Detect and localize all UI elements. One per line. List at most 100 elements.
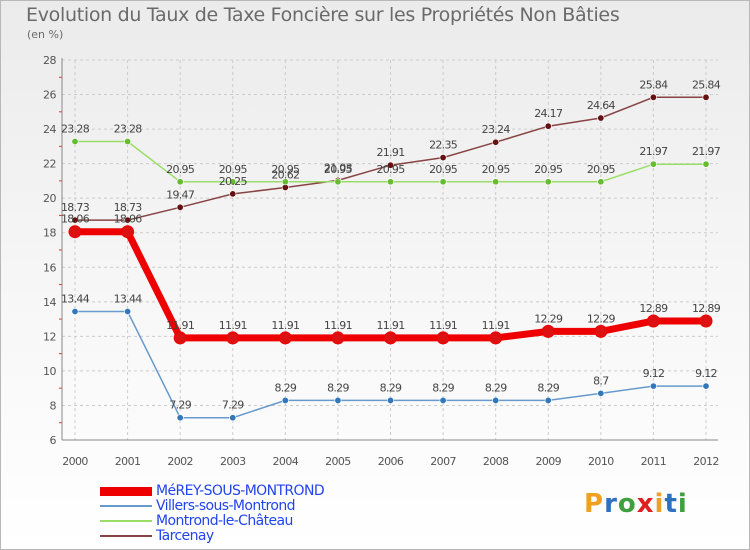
data-label: 8.29 [380, 381, 402, 394]
data-point [597, 389, 605, 397]
y-tick-label: 8 [50, 399, 57, 412]
data-point [439, 396, 447, 404]
data-point [334, 178, 342, 186]
data-point [386, 178, 394, 186]
legend-item-villers: Villers-sous-Montrond [100, 498, 400, 514]
data-label: 8.29 [274, 381, 296, 394]
y-tick-label: 6 [50, 434, 57, 447]
legend-swatch [100, 505, 152, 507]
data-point [702, 382, 710, 390]
logo-letter: i [677, 489, 688, 519]
data-point [281, 178, 289, 186]
data-label: 22.35 [429, 139, 458, 152]
data-point [71, 307, 79, 315]
x-tick-label: 2004 [273, 455, 299, 468]
data-point [124, 138, 132, 146]
data-point [229, 178, 237, 186]
proxiti-logo: Proxiti [584, 489, 688, 519]
x-tick-label: 2007 [430, 455, 456, 468]
y-tick-label: 16 [43, 261, 56, 274]
y-tick-label: 24 [43, 123, 56, 136]
data-point [649, 382, 657, 390]
data-point [436, 331, 450, 345]
data-label: 7.29 [169, 399, 191, 412]
data-label: 12.89 [639, 302, 668, 315]
data-label: 11.91 [482, 319, 510, 332]
data-point [384, 331, 397, 345]
x-tick-label: 2010 [588, 455, 614, 468]
data-point [439, 154, 447, 162]
data-label: 21.97 [692, 145, 721, 158]
data-point [68, 225, 82, 239]
data-point [594, 324, 608, 338]
x-tick-label: 2008 [483, 455, 509, 468]
data-point [597, 114, 605, 122]
data-label: 20.25 [219, 175, 248, 188]
data-label: 20.95 [166, 163, 195, 176]
data-point [646, 314, 660, 328]
data-point [699, 314, 713, 328]
data-label: 11.91 [429, 319, 457, 332]
data-point [492, 138, 500, 146]
data-point [702, 160, 710, 168]
data-label: 23.28 [61, 123, 90, 136]
y-tick-label: 14 [43, 296, 56, 309]
data-label: 20.95 [429, 163, 458, 176]
data-label: 20.95 [377, 163, 406, 176]
y-tick-label: 22 [43, 158, 56, 171]
data-point [229, 190, 237, 198]
data-label: 24.64 [587, 99, 616, 112]
legend-swatch [100, 487, 152, 496]
data-label: 12.29 [534, 312, 563, 325]
data-point [124, 307, 132, 315]
x-tick-label: 2012 [693, 455, 719, 468]
x-tick-label: 2003 [220, 455, 246, 468]
data-label: 20.95 [219, 163, 248, 176]
data-label: 21.97 [639, 145, 668, 158]
y-tick-label: 10 [43, 365, 56, 378]
data-point [281, 396, 289, 404]
data-point [176, 414, 184, 422]
legend-item-merey: MéREY-SOUS-MONTROND [100, 483, 400, 499]
data-label: 24.17 [534, 107, 563, 120]
data-label: 9.12 [643, 367, 665, 380]
data-label: 18.06 [61, 213, 90, 226]
data-point [649, 160, 657, 168]
chart-title: Evolution du Taux de Taxe Foncière sur l… [26, 4, 620, 26]
x-tick-label: 2011 [641, 455, 667, 468]
data-point [386, 396, 394, 404]
data-point [176, 178, 184, 186]
legend-swatch [100, 535, 152, 537]
data-label: 8.29 [537, 381, 559, 394]
data-label: 11.91 [219, 319, 247, 332]
data-point [173, 331, 187, 345]
data-label: 25.84 [639, 78, 668, 91]
legend-label: Montrond-le-Château [156, 513, 293, 529]
legend-label: MéREY-SOUS-MONTROND [156, 483, 325, 499]
data-point [597, 178, 605, 186]
data-point [71, 216, 79, 224]
data-point [71, 138, 79, 146]
data-point [489, 331, 503, 345]
data-point [226, 331, 240, 345]
data-label: 20.95 [271, 163, 300, 176]
legend-item-tarcenay: Tarcenay [100, 528, 400, 544]
data-point [702, 93, 710, 101]
data-point [176, 203, 184, 211]
y-tick-label: 20 [43, 192, 56, 205]
data-label: 8.29 [327, 381, 349, 394]
legend-label: Villers-sous-Montrond [156, 498, 296, 514]
data-label: 19.47 [166, 188, 195, 201]
data-point [541, 324, 555, 338]
data-label: 18.73 [114, 201, 143, 214]
data-label: 23.28 [114, 123, 143, 136]
data-point [229, 414, 237, 422]
data-label: 20.95 [482, 163, 511, 176]
data-label: 20.95 [534, 163, 563, 176]
data-label: 20.62 [271, 168, 299, 181]
data-point [386, 161, 394, 169]
x-tick-label: 2001 [115, 455, 141, 468]
data-label: 8.29 [485, 381, 507, 394]
legend: MéREY-SOUS-MONTROND Villers-sous-Montron… [100, 483, 400, 544]
